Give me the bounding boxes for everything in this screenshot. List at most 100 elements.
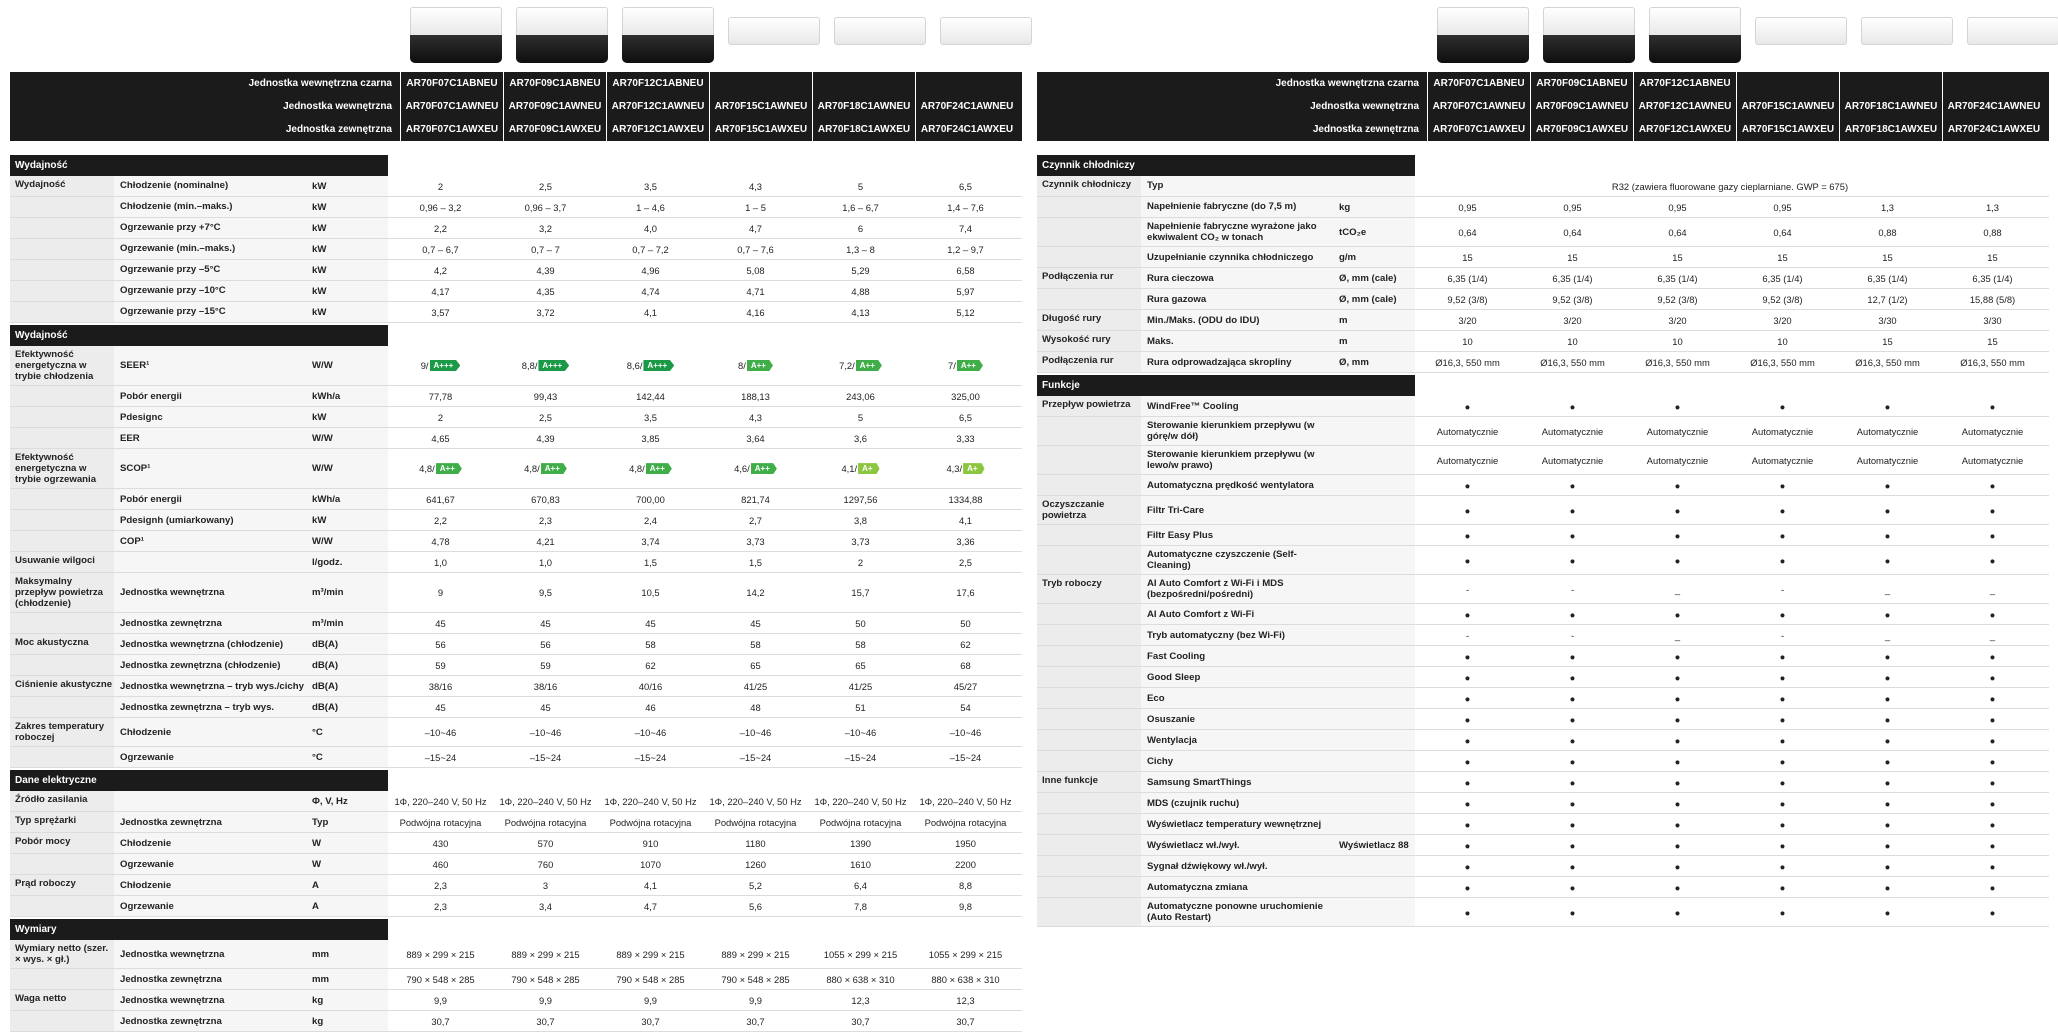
table-row: Pobór energii kWh/a 77,78 99,43 142,44 188,13… bbox=[10, 386, 1022, 408]
row-value: ● bbox=[1940, 751, 2045, 771]
row-value: ● bbox=[1520, 898, 1625, 926]
table-row: Usuwanie wilgoci l/godz. 1,0 1,0 1,5 1,5 2 2,5 bbox=[10, 552, 1022, 574]
row-value: 9,9 bbox=[703, 990, 808, 1010]
section-header: Wymiary bbox=[10, 919, 1022, 941]
row-value: _ bbox=[1940, 575, 2045, 603]
row-unit: kW bbox=[306, 260, 388, 280]
value-text: 3/20 bbox=[1668, 314, 1687, 326]
row-value: 790 × 548 × 285 bbox=[493, 969, 598, 989]
row-value: 3,8 bbox=[808, 510, 913, 530]
row-value: ● bbox=[1835, 525, 1940, 545]
row-value: 6,4 bbox=[808, 875, 913, 895]
row-value: 7,8 bbox=[808, 896, 913, 916]
value-text: 4,8/ bbox=[629, 463, 645, 475]
row-value: 9,52 (3/8) bbox=[1520, 289, 1625, 309]
row-value: Podwójna rotacyjna bbox=[388, 812, 493, 832]
row-value: ● bbox=[1520, 525, 1625, 545]
value-text: 45 bbox=[750, 617, 761, 629]
model-code bbox=[1942, 72, 2045, 95]
row-value: 670,83 bbox=[493, 489, 598, 509]
row-value: 6,35 (1/4) bbox=[1625, 268, 1730, 288]
value-text: 10 bbox=[1462, 335, 1473, 347]
value-text: 3,5 bbox=[643, 180, 658, 192]
value-text: 45 bbox=[540, 617, 551, 629]
row-value: 45 bbox=[388, 613, 493, 633]
value-text: 1610 bbox=[850, 858, 871, 870]
value-text: 30,7 bbox=[851, 1015, 870, 1027]
value-text: 790 × 548 × 285 bbox=[616, 973, 685, 985]
row-parameter: Ogrzewanie bbox=[114, 896, 306, 917]
row-value: 0,64 bbox=[1730, 218, 1835, 246]
row-unit: dB(A) bbox=[306, 655, 388, 676]
row-parameter: Ogrzewanie bbox=[114, 854, 306, 875]
value-text: 6 bbox=[857, 222, 864, 234]
row-group-label bbox=[1037, 446, 1141, 475]
value-text: ● bbox=[1569, 529, 1576, 541]
value-text: ● bbox=[1884, 692, 1891, 704]
model-code: AR70F12C1ABNEU bbox=[1633, 72, 1736, 95]
row-value: ● bbox=[1730, 856, 1835, 876]
row-parameter: Ogrzewanie przy –10°C bbox=[114, 281, 306, 301]
table-row: Automatyczna prędkość wentylatora ● ● ● ● ● ● bbox=[1037, 475, 2049, 497]
row-value: 0,95 bbox=[1730, 197, 1835, 217]
row-value: 10 bbox=[1520, 331, 1625, 351]
row-value: 5,2 bbox=[703, 875, 808, 895]
row-value: ● bbox=[1520, 814, 1625, 834]
row-value: 15 bbox=[1940, 247, 2045, 267]
row-value: 8/A++ bbox=[703, 346, 808, 385]
row-value: 30,7 bbox=[703, 1011, 808, 1031]
section-header: Funkcje bbox=[1037, 375, 2049, 397]
row-value: 4,21 bbox=[493, 531, 598, 551]
row-value: Podwójna rotacyjna bbox=[913, 812, 1018, 832]
value-text: ● bbox=[1464, 818, 1471, 830]
row-value: –10~46 bbox=[493, 718, 598, 746]
row-value: 8,8 bbox=[913, 875, 1018, 895]
row-parameter: Jednostka zewnętrzna bbox=[114, 969, 306, 990]
row-value: 0,96 – 3,7 bbox=[493, 197, 598, 217]
row-value: ● bbox=[1940, 646, 2045, 666]
row-value: ● bbox=[1940, 898, 2045, 926]
value-text: ● bbox=[1989, 797, 1996, 809]
row-value: Podwójna rotacyjna bbox=[703, 812, 808, 832]
value-text: ● bbox=[1779, 713, 1786, 725]
row-unit: kWh/a bbox=[306, 386, 388, 407]
row-value: 4,3/A+ bbox=[913, 449, 1018, 488]
row-value: ● bbox=[1730, 709, 1835, 729]
row-parameter: Rura cieczowa bbox=[1141, 268, 1333, 289]
row-value: 2200 bbox=[913, 854, 1018, 874]
value-text: 30,7 bbox=[536, 1015, 555, 1027]
row-value: 30,7 bbox=[388, 1011, 493, 1031]
row-value: 4,88 bbox=[808, 281, 913, 301]
value-text: 6,35 (1/4) bbox=[1762, 272, 1803, 284]
row-group-label bbox=[10, 218, 114, 238]
model-header: Jednostka wewnętrzna czarna AR70F07C1ABNE… bbox=[1037, 72, 2049, 141]
value-text: 0,96 – 3,7 bbox=[524, 201, 567, 213]
table-row: Wydajność Chłodzenie (nominalne) kW 2 2,5 3,5… bbox=[10, 176, 1022, 197]
energy-class-badge: A++ bbox=[956, 360, 983, 372]
row-group-label: Zakres temperatury roboczej bbox=[10, 718, 114, 747]
row-value: 1Φ, 220–240 V, 50 Hz bbox=[493, 791, 598, 811]
table-row: Pdesignc kW 2 2,5 3,5 4,3 5 6,5 bbox=[10, 407, 1022, 429]
row-value: 58 bbox=[808, 634, 913, 654]
value-text: 3,74 bbox=[641, 535, 660, 547]
row-value: 77,78 bbox=[388, 386, 493, 406]
value-text: - bbox=[1465, 583, 1470, 595]
table-row: Cichy ● ● ● ● ● ● bbox=[1037, 751, 2049, 773]
row-value: ● bbox=[1520, 709, 1625, 729]
row-value: 4,65 bbox=[388, 428, 493, 448]
value-text: ● bbox=[1989, 400, 1996, 412]
row-group-label bbox=[10, 407, 114, 428]
value-text: ● bbox=[1884, 554, 1891, 566]
value-text: 4,16 bbox=[746, 306, 765, 318]
value-text: 5,08 bbox=[746, 264, 765, 276]
value-text: 188,13 bbox=[741, 390, 770, 402]
row-group-label bbox=[10, 655, 114, 676]
row-value: 0,7 – 7 bbox=[493, 239, 598, 259]
value-text: 4,1 bbox=[958, 514, 973, 526]
row-value: ● bbox=[1730, 396, 1835, 416]
row-value: 45 bbox=[703, 613, 808, 633]
value-text: ● bbox=[1674, 608, 1681, 620]
row-unit: kW bbox=[306, 197, 388, 217]
table-row: Uzupełnianie czynnika chłodniczego g/m 15 1… bbox=[1037, 247, 2049, 269]
row-value: 4,6/A++ bbox=[703, 449, 808, 488]
